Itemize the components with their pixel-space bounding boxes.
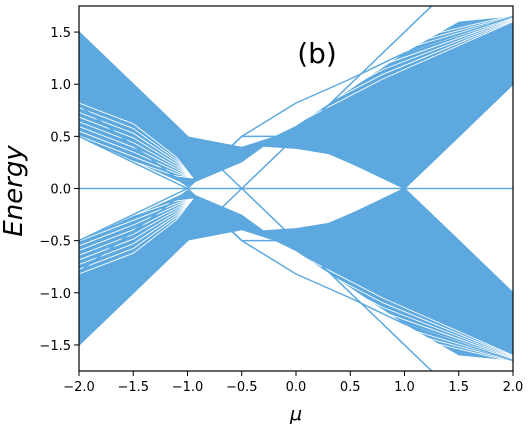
- band-gap-line: [79, 102, 194, 179]
- y-tick-label: 1.0: [50, 78, 71, 93]
- y-tick-label: −1.5: [39, 339, 71, 354]
- series-line-2: [79, 15, 513, 188]
- band-gap-line: [79, 121, 194, 179]
- band-gap-line: [230, 239, 513, 358]
- band-gap-line: [79, 198, 194, 256]
- band-gap-line: [230, 15, 513, 132]
- band-gap-line: [230, 14, 513, 130]
- y-tick-label: 0.5: [50, 130, 71, 145]
- band-gap-line: [79, 198, 194, 242]
- y-tick-label: 0.0: [50, 183, 71, 198]
- series-line-6: [79, 187, 433, 371]
- y-tick-label: −1.0: [39, 287, 71, 302]
- x-tick-label: 1.5: [448, 380, 469, 395]
- x-tick-label: −1.0: [172, 380, 204, 395]
- x-tick-label: 1.0: [394, 380, 415, 395]
- x-axis-label: μ: [289, 403, 302, 425]
- band-gap-line: [230, 16, 513, 133]
- band-gap-line: [230, 245, 513, 362]
- band-gap-line: [79, 198, 193, 237]
- x-tick-label: 0.5: [340, 380, 361, 395]
- band-gap-line: [79, 126, 194, 179]
- band-gap-line: [230, 238, 513, 357]
- band-gap-line: [230, 247, 513, 363]
- y-axis-label: Energy: [0, 145, 29, 237]
- series-line-5: [79, 187, 513, 294]
- band-gap-line: [79, 198, 194, 270]
- series-line-1: [79, 83, 513, 190]
- band-gap-line: [230, 244, 513, 361]
- band-gap-line: [230, 21, 513, 140]
- band-gap-line: [79, 198, 194, 251]
- x-tick-label: 2.0: [503, 380, 524, 395]
- lower-bulk-band: [79, 188, 513, 361]
- energy-bands: [79, 14, 513, 363]
- band-gap-line: [79, 135, 194, 179]
- band-gap-line: [230, 19, 513, 138]
- series-line-4: [79, 189, 513, 362]
- panel-label: (b): [297, 37, 337, 70]
- band-gap-line: [79, 198, 194, 261]
- y-axis-ticks: 1.5 1.0 0.5 0.0 −0.5 −1.0 −1.5: [39, 26, 79, 354]
- band-gap-line: [79, 198, 194, 266]
- series-layer: [79, 6, 513, 371]
- band-gap-line: [230, 237, 513, 356]
- y-tick-label: −0.5: [39, 235, 71, 250]
- band-gap-line: [79, 140, 193, 179]
- x-tick-label: 0.0: [286, 380, 307, 395]
- x-tick-label: −2.0: [63, 380, 95, 395]
- upper-bulk-band: [79, 16, 513, 189]
- x-axis-ticks: −2.0 −1.5 −1.0 −0.5 0.0 0.5 1.0 1.5 2.0: [63, 371, 523, 395]
- band-gap-line: [79, 107, 194, 179]
- band-gap-line: [79, 111, 194, 179]
- x-tick-label: −0.5: [226, 380, 258, 395]
- band-gap-line: [230, 20, 513, 139]
- band-gap-line: [79, 116, 194, 179]
- y-tick-label: 1.5: [50, 26, 71, 41]
- band-gap-line: [79, 198, 194, 275]
- x-tick-label: −1.5: [117, 380, 149, 395]
